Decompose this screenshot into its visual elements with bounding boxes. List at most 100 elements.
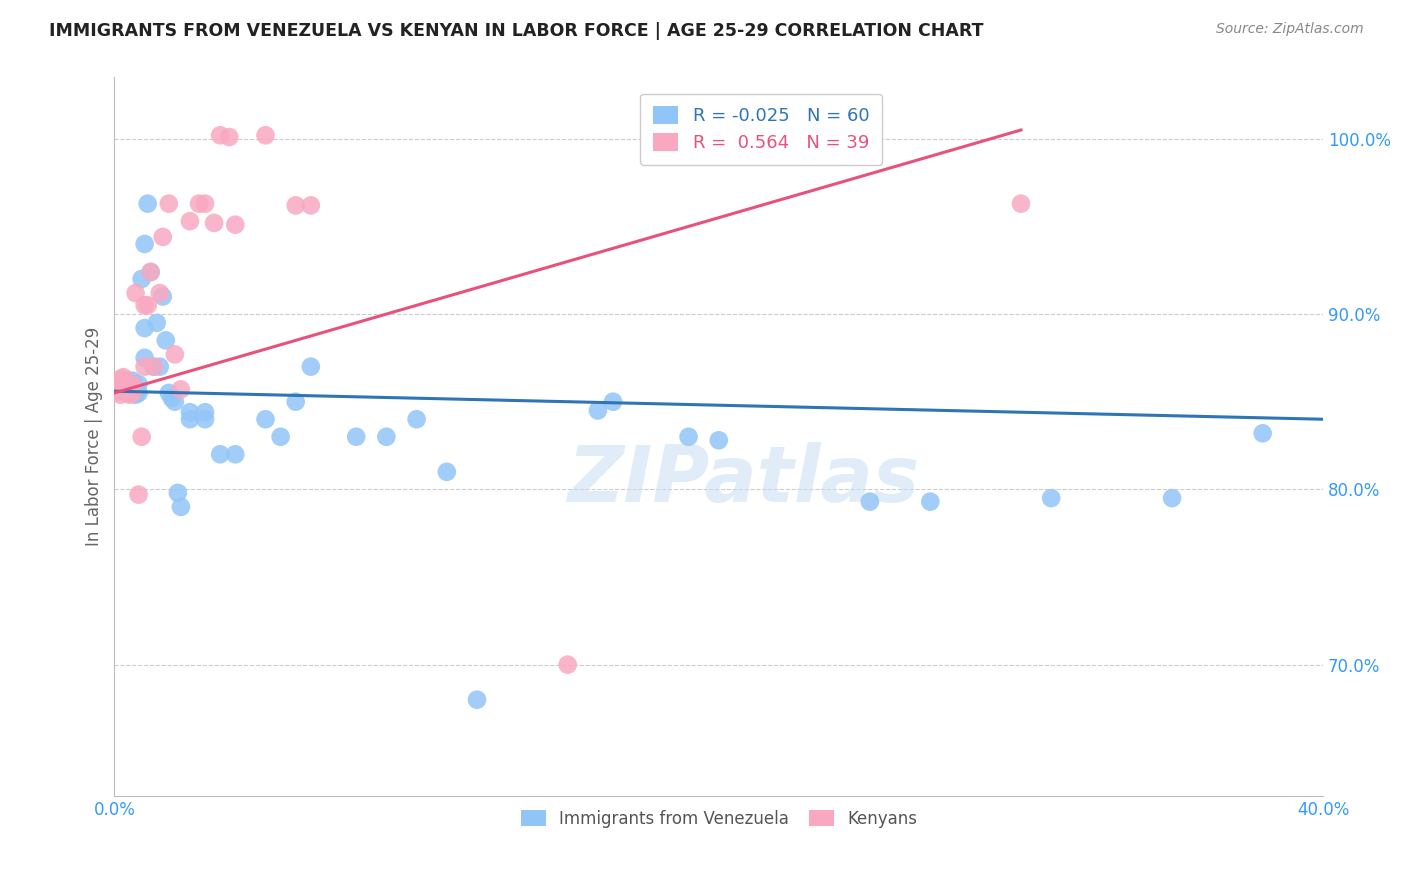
Point: [299, 359, 322, 374]
Point: [163, 394, 186, 409]
Point: [284, 198, 307, 212]
Point: [124, 387, 146, 401]
Point: [115, 374, 138, 388]
Point: [157, 386, 180, 401]
Y-axis label: In Labor Force | Age 25-29: In Labor Force | Age 25-29: [86, 327, 103, 547]
Point: [188, 196, 211, 211]
Point: [118, 381, 141, 395]
Point: [678, 430, 700, 444]
Point: [155, 334, 177, 348]
Point: [149, 359, 172, 374]
Point: [284, 394, 307, 409]
Point: [136, 298, 159, 312]
Point: [110, 381, 132, 395]
Point: [124, 381, 146, 395]
Point: [602, 394, 624, 409]
Point: [134, 351, 156, 365]
Point: [134, 298, 156, 312]
Point: [118, 386, 141, 401]
Point: [121, 381, 143, 395]
Point: [110, 377, 132, 392]
Point: [124, 286, 146, 301]
Point: [152, 230, 174, 244]
Point: [128, 487, 150, 501]
Point: [118, 377, 141, 392]
Legend: Immigrants from Venezuela, Kenyans: Immigrants from Venezuela, Kenyans: [513, 803, 924, 835]
Text: IMMIGRANTS FROM VENEZUELA VS KENYAN IN LABOR FORCE | AGE 25-29 CORRELATION CHART: IMMIGRANTS FROM VENEZUELA VS KENYAN IN L…: [49, 22, 984, 40]
Point: [1161, 491, 1184, 505]
Point: [194, 412, 217, 426]
Point: [115, 381, 138, 395]
Point: [107, 383, 129, 397]
Point: [179, 214, 201, 228]
Point: [254, 412, 277, 426]
Point: [270, 430, 292, 444]
Point: [128, 377, 150, 392]
Point: [112, 377, 135, 392]
Point: [179, 412, 201, 426]
Point: [115, 383, 138, 397]
Point: [112, 384, 135, 399]
Point: [118, 383, 141, 397]
Point: [163, 347, 186, 361]
Point: [115, 377, 138, 392]
Text: ZIPatlas: ZIPatlas: [567, 442, 920, 518]
Point: [152, 289, 174, 303]
Point: [112, 381, 135, 395]
Point: [142, 359, 165, 374]
Point: [194, 405, 217, 419]
Point: [131, 430, 153, 444]
Point: [121, 386, 143, 401]
Text: Source: ZipAtlas.com: Source: ZipAtlas.com: [1216, 22, 1364, 37]
Point: [157, 196, 180, 211]
Point: [118, 387, 141, 401]
Point: [112, 383, 135, 397]
Point: [139, 265, 162, 279]
Point: [110, 384, 132, 399]
Point: [586, 403, 609, 417]
Point: [134, 359, 156, 374]
Point: [128, 386, 150, 401]
Point: [179, 405, 201, 419]
Point: [194, 196, 217, 211]
Point: [107, 384, 129, 399]
Point: [405, 412, 427, 426]
Point: [112, 374, 135, 388]
Point: [920, 494, 942, 508]
Point: [121, 377, 143, 392]
Point: [1251, 426, 1274, 441]
Point: [299, 198, 322, 212]
Point: [170, 383, 193, 397]
Point: [121, 384, 143, 399]
Point: [209, 128, 232, 143]
Point: [170, 500, 193, 514]
Point: [344, 430, 367, 444]
Point: [465, 692, 488, 706]
Point: [224, 447, 246, 461]
Point: [202, 216, 225, 230]
Point: [107, 377, 129, 392]
Point: [160, 391, 183, 405]
Point: [149, 286, 172, 301]
Point: [224, 218, 246, 232]
Point: [134, 236, 156, 251]
Point: [110, 387, 132, 401]
Point: [142, 359, 165, 374]
Point: [254, 128, 277, 143]
Point: [121, 374, 143, 388]
Point: [707, 434, 730, 448]
Point: [112, 370, 135, 384]
Point: [167, 486, 190, 500]
Point: [209, 447, 232, 461]
Point: [115, 386, 138, 401]
Point: [557, 657, 579, 672]
Point: [107, 374, 129, 388]
Point: [145, 316, 167, 330]
Point: [218, 130, 240, 145]
Point: [1010, 196, 1032, 211]
Point: [859, 494, 882, 508]
Point: [110, 372, 132, 386]
Point: [139, 265, 162, 279]
Point: [1040, 491, 1063, 505]
Point: [375, 430, 398, 444]
